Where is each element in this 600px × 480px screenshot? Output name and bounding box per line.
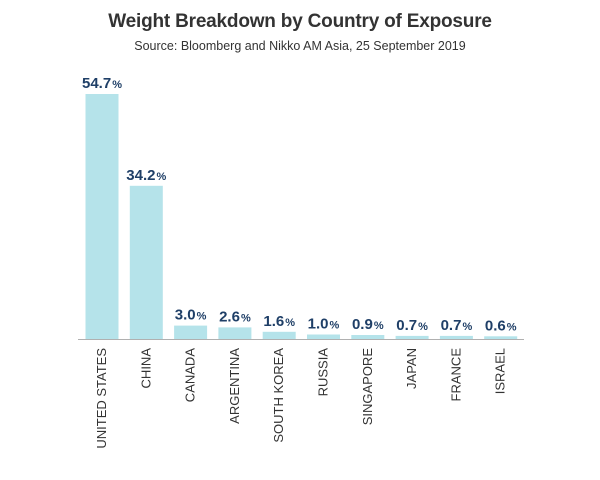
category-label: FRANCE <box>448 348 463 402</box>
data-label: 0.7% <box>396 317 428 334</box>
data-label: 1.0% <box>308 316 340 333</box>
category-label: SINGAPORE <box>360 348 375 426</box>
data-label: 34.2% <box>126 167 166 184</box>
category-label: UNITED STATES <box>94 348 109 449</box>
data-label: 0.7% <box>441 317 473 334</box>
category-label: JAPAN <box>404 348 419 389</box>
bar-japan <box>395 335 429 339</box>
data-label: 0.9% <box>352 316 384 333</box>
bar-israel <box>484 336 518 339</box>
data-label: 1.6% <box>263 313 295 330</box>
category-label: CHINA <box>138 348 153 389</box>
category-label: RUSSIA <box>316 348 331 397</box>
category-label: ARGENTINA <box>227 348 242 424</box>
bar-argentina <box>218 327 252 339</box>
chart-title: Weight Breakdown by Country of Exposure <box>108 11 492 32</box>
data-label: 0.6% <box>485 317 517 334</box>
data-label: 54.7% <box>82 75 122 92</box>
chart-subtitle: Source: Bloomberg and Nikko AM Asia, 25 … <box>134 39 466 53</box>
category-label: SOUTH KOREA <box>271 348 286 443</box>
data-label: 3.0% <box>175 307 207 324</box>
bar-united-states <box>85 94 119 339</box>
bar-south-korea <box>262 331 296 339</box>
bar-canada <box>174 325 208 339</box>
category-label: CANADA <box>183 348 198 403</box>
bar-france <box>439 335 473 339</box>
bar-china <box>129 185 163 339</box>
bar-singapore <box>351 335 385 339</box>
bar-russia <box>307 334 340 339</box>
category-label: ISRAEL <box>493 348 508 394</box>
data-label: 2.6% <box>219 308 251 325</box>
